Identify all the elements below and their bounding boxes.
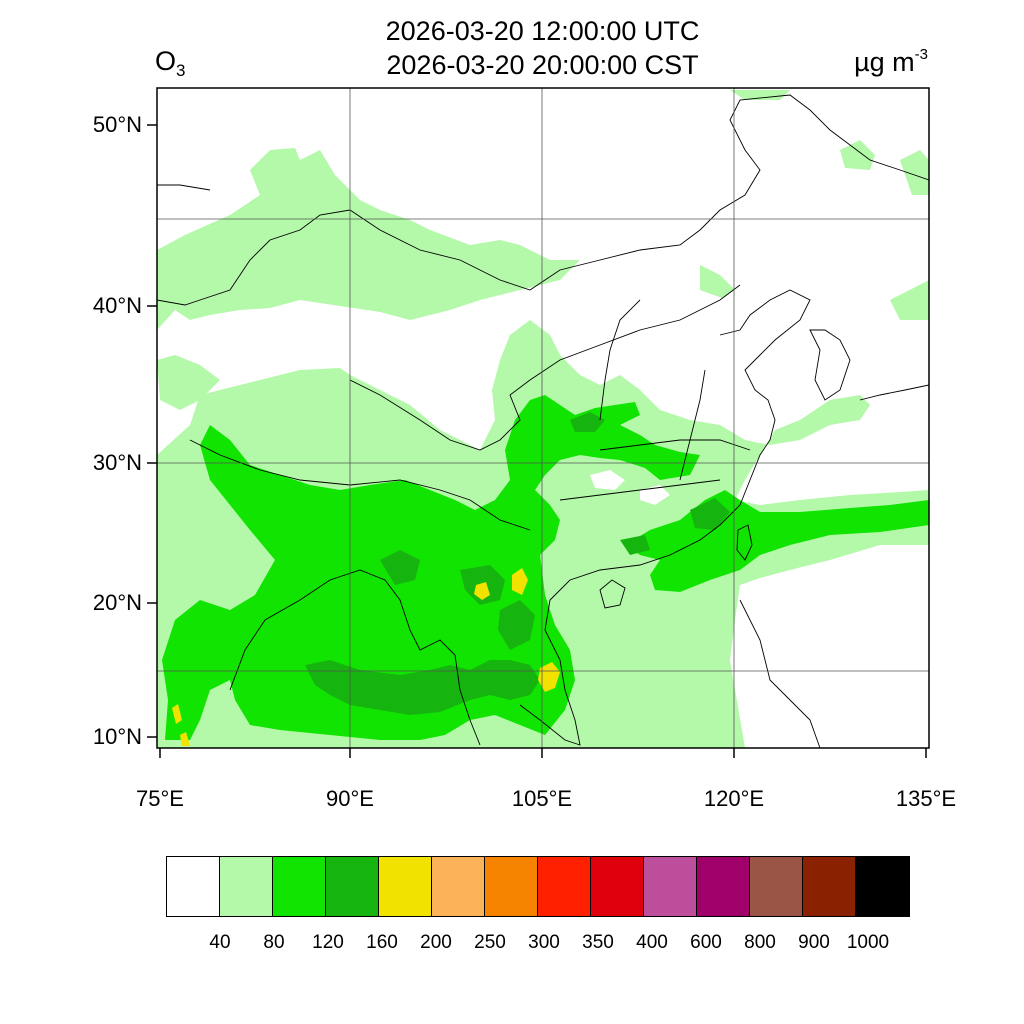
plot-frame (156, 87, 930, 749)
colorbar-tick-label: 250 (474, 932, 506, 953)
colorbar-tick-label: 40 (209, 932, 231, 953)
colorbar-swatch (432, 857, 485, 916)
lon-label-105e: 105°E (511, 786, 573, 811)
species-main: O (155, 46, 177, 76)
lon-label-90e: 90°E (326, 786, 374, 811)
colorbar-tick-label: 900 (798, 932, 830, 953)
colorbar-swatch (750, 857, 803, 916)
ozone-layer-160-200 (172, 568, 560, 746)
colorbar-tick-label: 800 (744, 932, 776, 953)
colorbar-tick-label: 300 (528, 932, 560, 953)
lon-label-135e: 135°E (895, 786, 957, 811)
colorbar-swatch (273, 857, 326, 916)
colorbar-swatch (485, 857, 538, 916)
colorbar-tick-label: 1000 (846, 932, 890, 953)
colorbar-tick-label: 80 (263, 932, 285, 953)
lat-label-10n: 10°N (92, 724, 142, 749)
units-label: µg m-3 (854, 46, 928, 78)
colorbar-swatch (591, 857, 644, 916)
lon-label-120e: 120°E (703, 786, 765, 811)
species-label: O3 (155, 46, 185, 81)
colorbar-swatch (856, 857, 909, 916)
lat-label-30n: 30°N (92, 450, 142, 475)
colorbar-swatch (803, 857, 856, 916)
lat-label-20n: 20°N (92, 590, 142, 615)
colorbar-swatch (697, 857, 750, 916)
colorbar-swatch (167, 857, 220, 916)
colorbar (166, 856, 910, 917)
ozone-layer-120-160 (305, 412, 730, 715)
lat-label-50n: 50°N (92, 112, 142, 137)
colorbar-tick-label: 200 (420, 932, 452, 953)
colorbar-swatch (644, 857, 697, 916)
coastlines-borders (157, 94, 929, 748)
title-utc-time: 2026-03-20 12:00:00 UTC (385, 16, 700, 46)
colorbar-swatch (538, 857, 591, 916)
ozone-clear-areas (200, 345, 670, 505)
colorbar-tick-label: 350 (582, 932, 614, 953)
axis-ticks (147, 124, 927, 758)
lat-label-40n: 40°N (92, 293, 142, 318)
colorbar-tick-label: 400 (636, 932, 668, 953)
colorbar-tick-label: 600 (690, 932, 722, 953)
units-exponent: -3 (914, 46, 928, 63)
colorbar-swatch (379, 857, 432, 916)
colorbar-swatch (326, 857, 379, 916)
units-main: µg m (854, 47, 915, 77)
species-subscript: 3 (176, 61, 186, 80)
colorbar-tick-label: 120 (312, 932, 344, 953)
lon-label-75e: 75°E (136, 786, 184, 811)
map-graticule (157, 88, 929, 748)
colorbar-tick-label: 160 (366, 932, 398, 953)
colorbar-swatch (220, 857, 273, 916)
title-local-time: 2026-03-20 20:00:00 CST (386, 50, 699, 80)
